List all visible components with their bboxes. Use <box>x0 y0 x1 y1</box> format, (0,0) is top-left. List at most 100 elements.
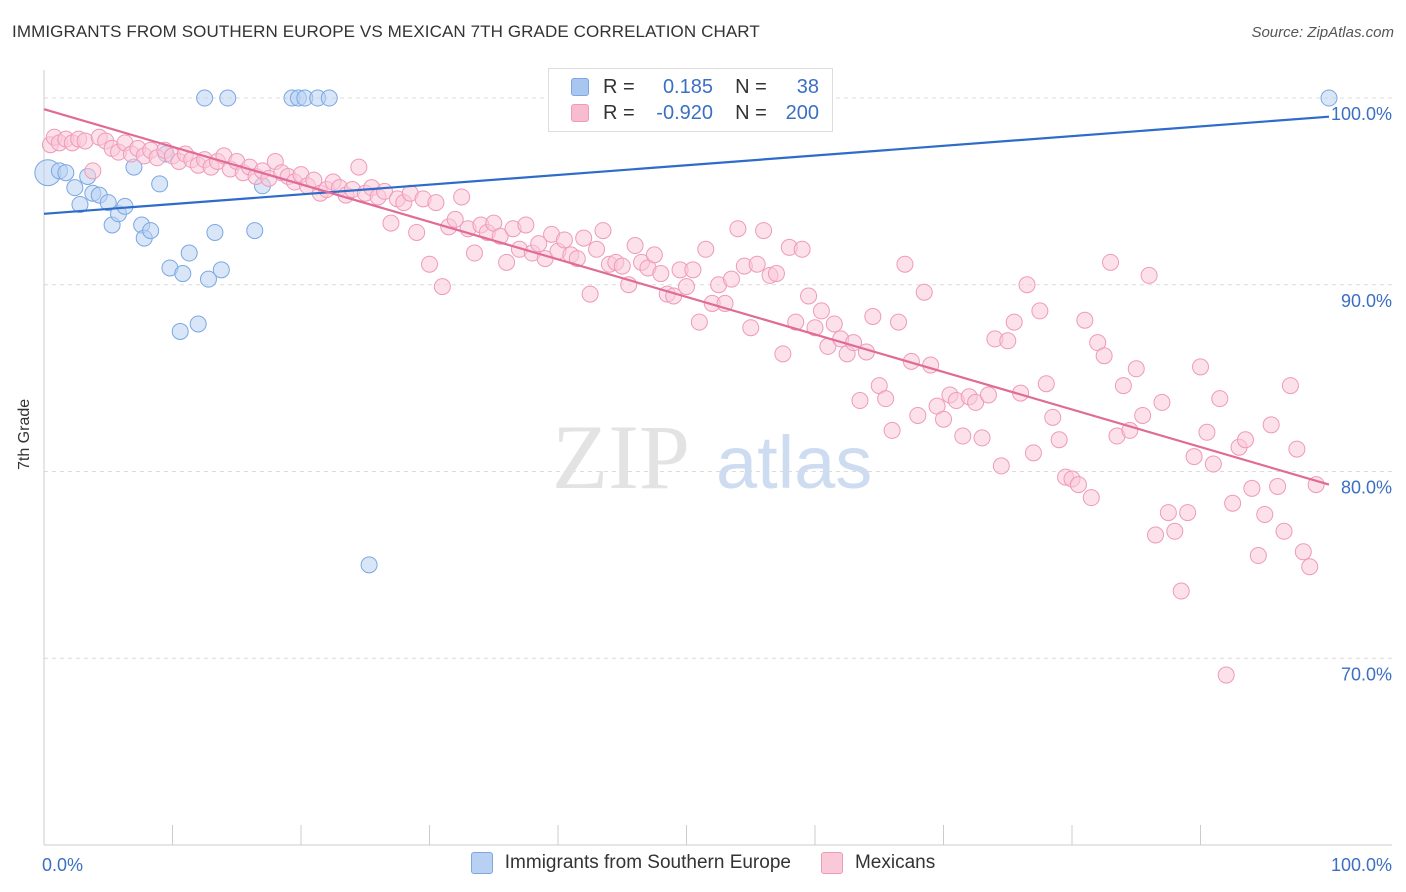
point-mexicans <box>575 229 593 247</box>
point-mexicans <box>678 278 695 296</box>
legend-n-value: 38 <box>796 75 819 98</box>
correlation-legend: R = 0.185 N = 38 R = -0.920 N = 200 <box>548 68 833 132</box>
point-mexicans <box>382 214 400 232</box>
point-southern-europe <box>206 223 224 241</box>
point-mexicans <box>748 255 766 273</box>
point-mexicans <box>1005 313 1023 331</box>
legend-item-southern-europe[interactable]: Immigrants from Southern Europe <box>470 852 791 874</box>
point-mexicans <box>581 285 599 303</box>
point-mexicans <box>1249 547 1267 565</box>
point-mexicans <box>684 261 702 279</box>
point-southern-europe <box>151 175 169 193</box>
legend-r-value: 0.185 <box>662 75 713 98</box>
point-mexicans <box>767 265 785 283</box>
point-mexicans <box>1018 276 1036 294</box>
point-mexicans <box>877 390 895 408</box>
point-mexicans <box>626 237 644 255</box>
point-mexicans <box>812 302 830 320</box>
point-mexicans <box>999 332 1017 350</box>
point-mexicans <box>1140 266 1158 284</box>
point-mexicans <box>76 132 94 150</box>
point-mexicans <box>1024 444 1042 462</box>
point-mexicans <box>883 421 901 439</box>
x-tick-label: 100.0% <box>1331 855 1392 875</box>
point-mexicans <box>613 257 631 275</box>
point-mexicans <box>465 244 483 262</box>
point-mexicans <box>992 457 1010 475</box>
point-mexicans <box>1179 504 1197 522</box>
tick-labels: 70.0% 80.0% 90.0% 100.0% 0.0% 100.0% <box>42 104 1392 875</box>
point-mexicans <box>530 235 548 253</box>
point-mexicans <box>1185 448 1203 466</box>
point-southern-europe <box>171 322 189 340</box>
legend-n-label: N = <box>735 75 767 98</box>
point-southern-europe <box>1320 89 1338 107</box>
point-mexicans <box>1288 440 1306 458</box>
point-southern-europe <box>246 222 264 240</box>
legend-label-mexicans: Mexicans <box>854 852 936 873</box>
point-mexicans <box>825 315 843 333</box>
point-mexicans <box>1256 505 1274 523</box>
point-mexicans <box>1050 431 1068 449</box>
point-mexicans <box>594 222 612 240</box>
point-mexicans <box>1069 476 1087 494</box>
point-southern-europe <box>360 556 378 574</box>
point-mexicans <box>350 158 368 176</box>
y-tick-label: 80.0% <box>1341 478 1392 498</box>
point-mexicans <box>1166 522 1184 540</box>
x-tick-label: 0.0% <box>42 855 83 875</box>
trend-lines <box>43 108 1330 486</box>
point-mexicans <box>896 255 914 273</box>
trend-line-southern-europe <box>43 115 1330 215</box>
point-mexicans <box>729 220 747 238</box>
point-mexicans <box>1095 347 1113 365</box>
legend-r-value: -0.920 <box>656 101 713 124</box>
point-mexicans <box>1275 522 1293 540</box>
point-mexicans <box>84 162 102 180</box>
point-mexicans <box>498 253 516 271</box>
point-mexicans <box>1262 416 1280 434</box>
point-mexicans <box>909 406 927 424</box>
y-tick-label: 90.0% <box>1341 291 1392 311</box>
point-mexicans <box>979 386 997 404</box>
point-mexicans <box>1301 558 1319 576</box>
point-mexicans <box>915 283 933 301</box>
point-southern-europe <box>196 89 214 107</box>
point-mexicans <box>588 240 606 258</box>
legend-row-mexicans: R = -0.920 N = 200 <box>571 100 819 126</box>
point-mexicans <box>421 255 438 273</box>
point-mexicans <box>1134 406 1152 424</box>
point-mexicans <box>742 319 760 337</box>
point-mexicans <box>1217 666 1235 684</box>
watermark: ZIP atlas <box>552 406 872 508</box>
point-southern-europe <box>212 261 230 279</box>
point-mexicans <box>935 410 952 428</box>
legend-item-mexicans[interactable]: Mexicans <box>820 852 936 874</box>
point-mexicans <box>1269 477 1287 495</box>
point-mexicans <box>890 313 908 331</box>
point-southern-europe <box>142 222 160 240</box>
point-mexicans <box>446 210 464 228</box>
point-mexicans <box>1147 526 1165 544</box>
grid-lines <box>44 97 1392 659</box>
point-mexicans <box>1076 311 1094 329</box>
watermark-zip: ZIP <box>552 406 690 508</box>
point-mexicans <box>864 308 882 326</box>
legend-r-label: R = <box>603 75 635 98</box>
point-mexicans <box>1172 582 1190 600</box>
point-mexicans <box>1192 358 1209 376</box>
point-mexicans <box>1159 504 1177 522</box>
point-mexicans <box>1236 431 1254 449</box>
watermark-atlas: atlas <box>716 421 872 504</box>
axes <box>43 70 1392 846</box>
point-southern-europe <box>66 179 84 197</box>
source-label: Source: ZipAtlas.com <box>1251 24 1394 41</box>
point-mexicans <box>1114 377 1132 395</box>
point-mexicans <box>800 287 818 305</box>
point-mexicans <box>774 345 792 363</box>
point-mexicans <box>1281 377 1299 395</box>
trend-line-mexicans <box>43 108 1330 486</box>
legend-swatch-southern-europe <box>470 852 493 874</box>
point-mexicans <box>1198 423 1216 441</box>
